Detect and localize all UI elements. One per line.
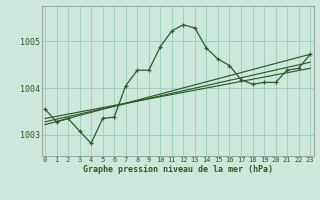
X-axis label: Graphe pression niveau de la mer (hPa): Graphe pression niveau de la mer (hPa): [83, 165, 273, 174]
